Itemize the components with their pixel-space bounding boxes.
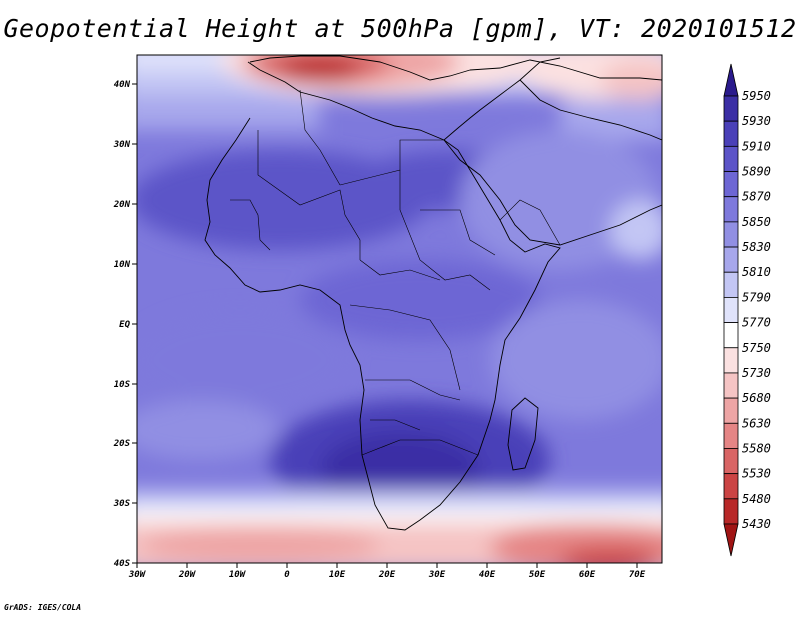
- map-frame: [136, 54, 663, 564]
- y-tick-label: 20S: [113, 439, 131, 449]
- colorbar-segment: [723, 397, 739, 424]
- colorbar-label: 5750: [742, 341, 771, 355]
- x-tick-label: 30W: [128, 570, 147, 580]
- footer-credit: GrADS: IGES/COLA: [4, 603, 82, 612]
- colorbar-segment: [723, 297, 739, 323]
- colorbar-segment: [723, 246, 739, 273]
- colorbar-label: 5770: [742, 316, 771, 330]
- colorbar-segment: [723, 63, 739, 97]
- axis-ticks: [132, 83, 638, 568]
- colorbar-label: 5950: [742, 89, 771, 103]
- colorbar-label: 5580: [742, 441, 771, 455]
- y-tick-label: 10S: [114, 380, 131, 390]
- colorbar-segment: [723, 322, 739, 349]
- colorbar-label: 5480: [742, 492, 771, 506]
- colorbar-label: 5810: [742, 265, 771, 279]
- colorbar-label: 5850: [742, 215, 771, 229]
- colorbar-segment: [723, 221, 739, 248]
- coastlines: [204, 55, 662, 531]
- colorbar-label: 5530: [742, 467, 771, 481]
- x-tick-label: 40E: [479, 570, 496, 580]
- colorbar-label: 5930: [742, 114, 771, 128]
- x-tick-label: 60E: [579, 570, 596, 580]
- colorbar-segment: [723, 95, 739, 122]
- y-tick-label: 30S: [113, 499, 131, 509]
- x-tick-label: 10E: [329, 570, 346, 580]
- y-tick-label: 40N: [114, 80, 131, 90]
- colorbar-label: 5790: [742, 290, 771, 304]
- x-tick-label: 30E: [428, 570, 446, 580]
- y-tick-label: 10N: [114, 260, 131, 270]
- colorbar-segment: [723, 347, 739, 374]
- x-tick-label: 20E: [378, 570, 396, 580]
- colorbar-segment: [723, 145, 739, 172]
- y-tick-label: EQ: [119, 320, 130, 330]
- chart-title: Geopotential Height at 500hPa [gpm], VT:…: [3, 14, 797, 43]
- colorbar-segment: [723, 448, 739, 475]
- colorbar-segment: [723, 196, 739, 223]
- colorbar-label: 5890: [742, 165, 771, 179]
- colorbar: 5950 5930 5910 5890 5870 5850 5830 5810 5790 5770…: [723, 63, 771, 557]
- y-tick-label: 40S: [114, 559, 131, 569]
- colorbar-segment: [723, 422, 739, 449]
- x-tick-label: 70E: [629, 570, 646, 580]
- colorbar-label: 5630: [742, 416, 771, 430]
- colorbar-label: 5430: [742, 517, 771, 531]
- country-borders: [230, 89, 561, 456]
- colorbar-label: 5910: [742, 139, 771, 153]
- height-field: [137, 55, 662, 563]
- y-tick-label: 20N: [113, 200, 131, 210]
- colorbar-segment: [723, 171, 739, 198]
- colorbar-label: 5870: [742, 190, 771, 204]
- colorbar-segment: [723, 523, 739, 557]
- x-tick-label: 50E: [529, 570, 546, 580]
- colorbar-segment: [723, 473, 739, 500]
- colorbar-segment: [723, 120, 739, 147]
- colorbar-segment: [723, 372, 739, 399]
- colorbar-segment: [723, 271, 739, 298]
- colorbar-label: 5830: [742, 240, 771, 254]
- colorbar-label: 5730: [742, 366, 771, 380]
- colorbar-segment: [723, 498, 739, 525]
- x-tick-label: 20W: [178, 570, 197, 580]
- y-tick-label: 30N: [113, 140, 131, 150]
- x-tick-label: 0: [284, 570, 290, 580]
- colorbar-label: 5680: [742, 391, 771, 405]
- x-tick-label: 10W: [229, 570, 247, 580]
